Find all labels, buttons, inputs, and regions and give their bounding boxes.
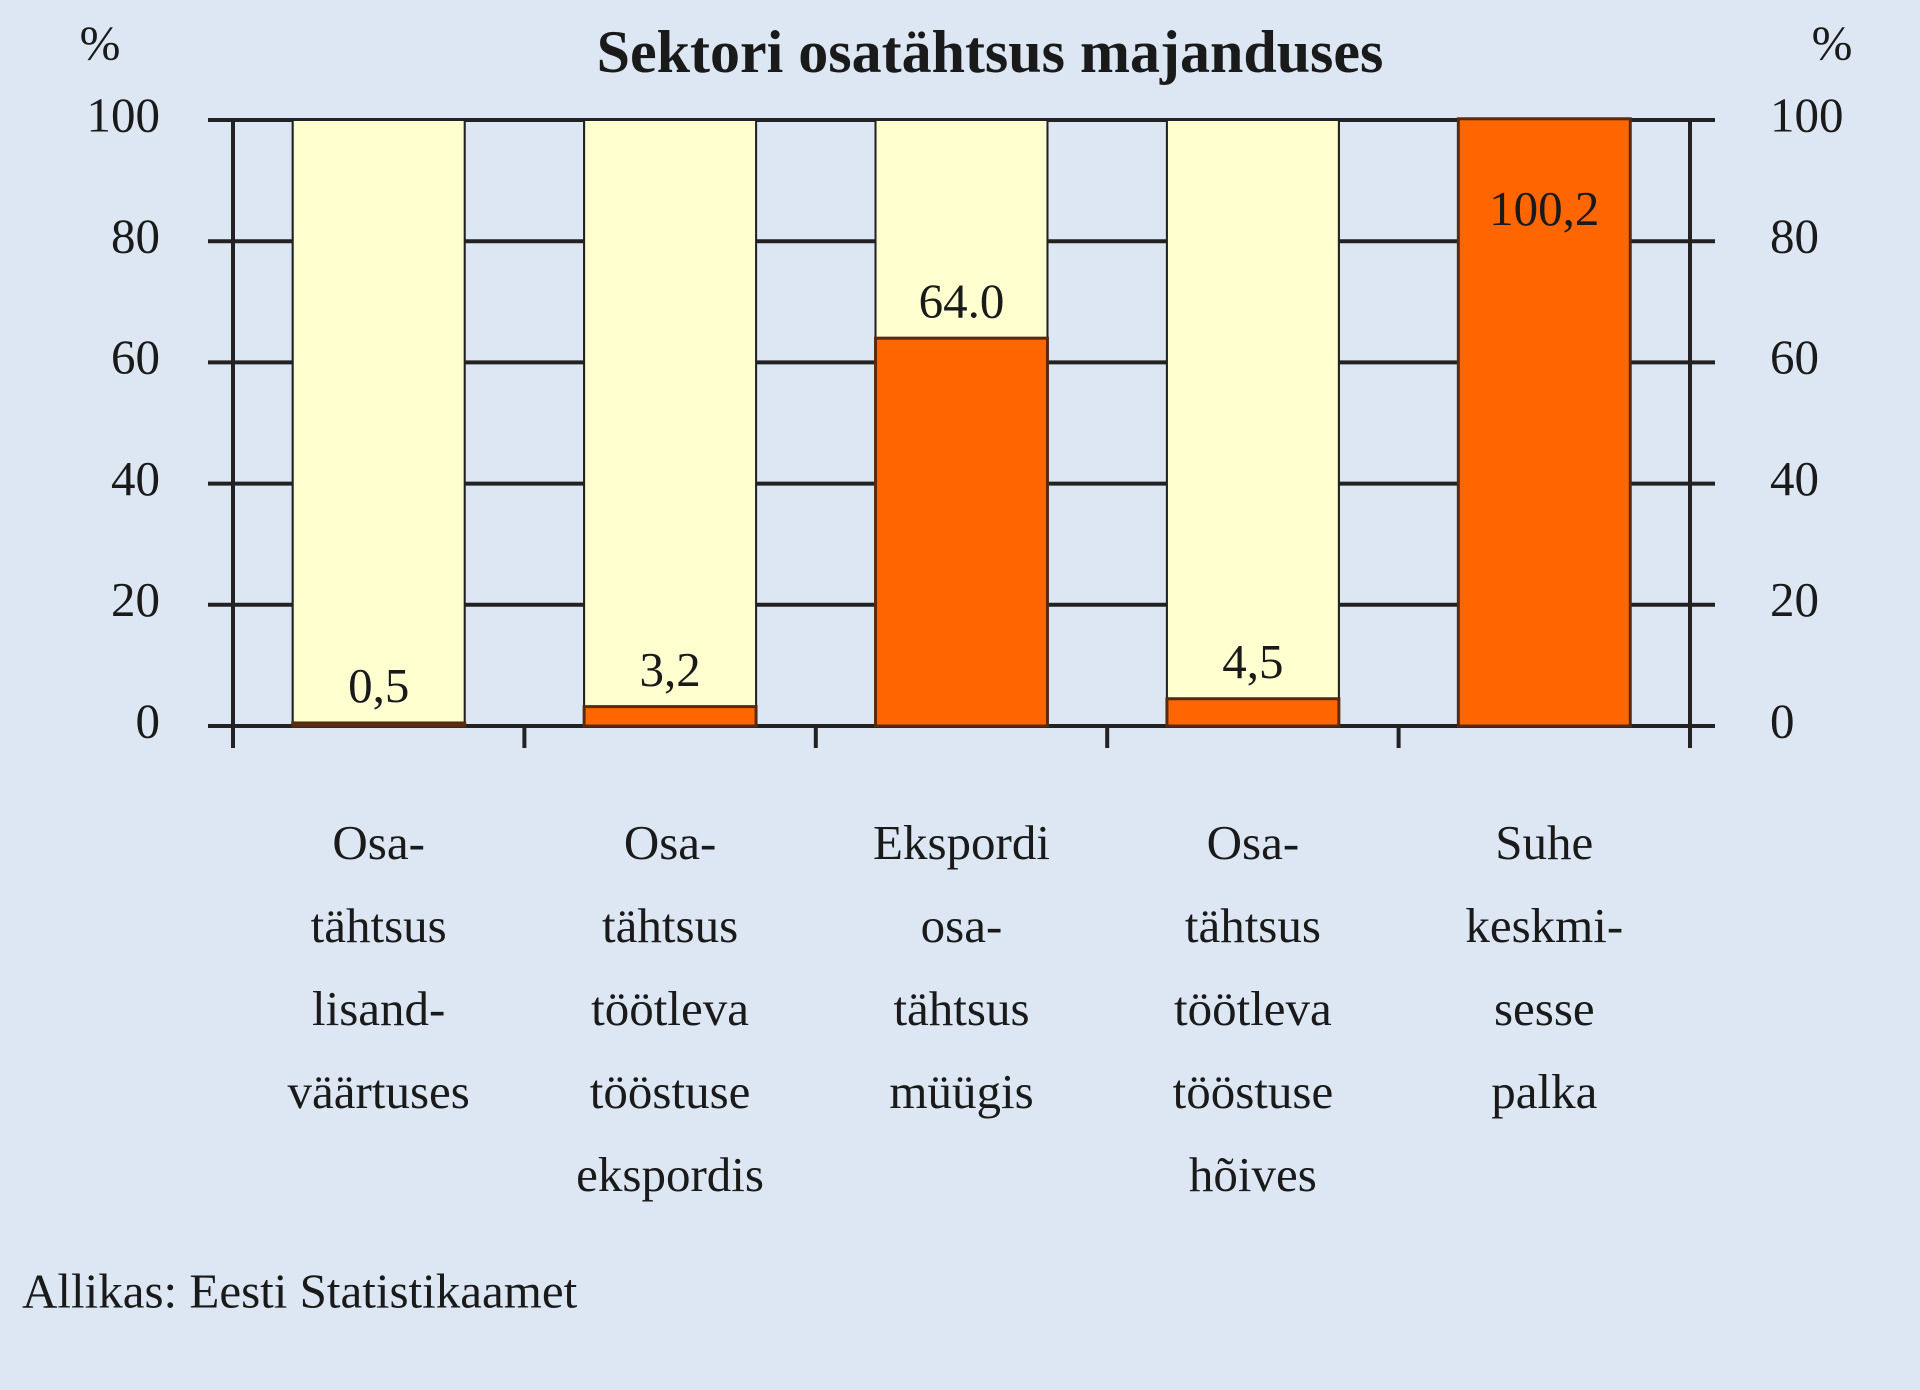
y2-axis-label: %: [1812, 15, 1853, 70]
data-label: 100,2: [1489, 181, 1599, 236]
x-tick-label-line: hõives: [1189, 1147, 1317, 1202]
x-tick-label-line: väärtuses: [288, 1064, 470, 1119]
source-note: Allikas: Eesti Statistikaamet: [22, 1263, 578, 1318]
bar: [1456, 117, 1632, 728]
x-tick-label-line: lisand-: [312, 981, 445, 1036]
y-tick-label: 80: [111, 208, 160, 263]
x-tick-label-line: tööstuse: [1173, 1064, 1334, 1119]
bar: [291, 721, 467, 728]
bar-background: [291, 119, 466, 727]
x-tick-label-line: osa-: [921, 898, 1003, 953]
chart-title: Sektori osatähtsus majanduses: [597, 19, 1384, 85]
y2-tick-label: 100: [1770, 87, 1844, 142]
data-label: 4,5: [1222, 634, 1283, 689]
x-tick-label-line: Osa-: [332, 815, 425, 870]
y2-tick-label: 60: [1770, 330, 1819, 385]
x-tick-label-line: palka: [1491, 1064, 1597, 1119]
x-tick-label-line: tähtsus: [311, 898, 447, 953]
y2-tick-label: 80: [1770, 208, 1819, 263]
x-tick-label-line: Suhe: [1495, 815, 1593, 870]
x-tick-label-line: keskmi-: [1465, 898, 1623, 953]
x-tick-label: Ekspordi osa-tähtsus müügis: [873, 815, 1050, 1119]
y-axis-label: %: [80, 15, 121, 70]
y-tick-label: 40: [111, 451, 160, 506]
x-tick-label-line: ekspordis: [576, 1147, 764, 1202]
data-label: 3,2: [639, 642, 700, 697]
y2-tick-label: 20: [1770, 572, 1819, 627]
x-tick-label-line: töötleva: [591, 981, 749, 1036]
bar: [1165, 697, 1341, 728]
x-tick-label-line: Osa-: [1207, 815, 1300, 870]
x-tick-label-line: töötleva: [1174, 981, 1332, 1036]
x-tick-label: Osa-tähtsus töötleva tööstuse ekspordis: [576, 815, 764, 1202]
x-tick-label-line: müügis: [889, 1064, 1033, 1119]
data-label: 0,5: [348, 658, 409, 713]
x-tick-label: Osa-tähtsus lisand-väärtuses: [288, 815, 470, 1119]
y2-tick-label: 40: [1770, 451, 1819, 506]
x-tick-label-line: Ekspordi: [873, 815, 1050, 870]
bar: [582, 705, 758, 728]
x-tick-label-line: tähtsus: [893, 981, 1029, 1036]
x-tick-label-line: tähtsus: [1185, 898, 1321, 953]
bar-background: [583, 119, 758, 727]
data-label: 64.0: [919, 273, 1005, 328]
bar-background: [1165, 119, 1340, 727]
x-tick-label-line: Osa-: [624, 815, 717, 870]
y-tick-label: 100: [87, 87, 161, 142]
y-tick-label: 60: [111, 330, 160, 385]
y2-tick-label: 0: [1770, 693, 1795, 748]
x-tick-label: Osa-tähtsus töötleva tööstuse hõives: [1173, 815, 1334, 1202]
y-tick-label: 20: [111, 572, 160, 627]
x-tick-label-line: tähtsus: [602, 898, 738, 953]
x-tick-label-line: sesse: [1494, 981, 1595, 1036]
bar: [874, 336, 1049, 728]
x-tick-label: Suhe keskmi-sesse palka: [1465, 815, 1623, 1119]
y-tick-label: 0: [136, 693, 161, 748]
x-tick-label-line: tööstuse: [590, 1064, 751, 1119]
